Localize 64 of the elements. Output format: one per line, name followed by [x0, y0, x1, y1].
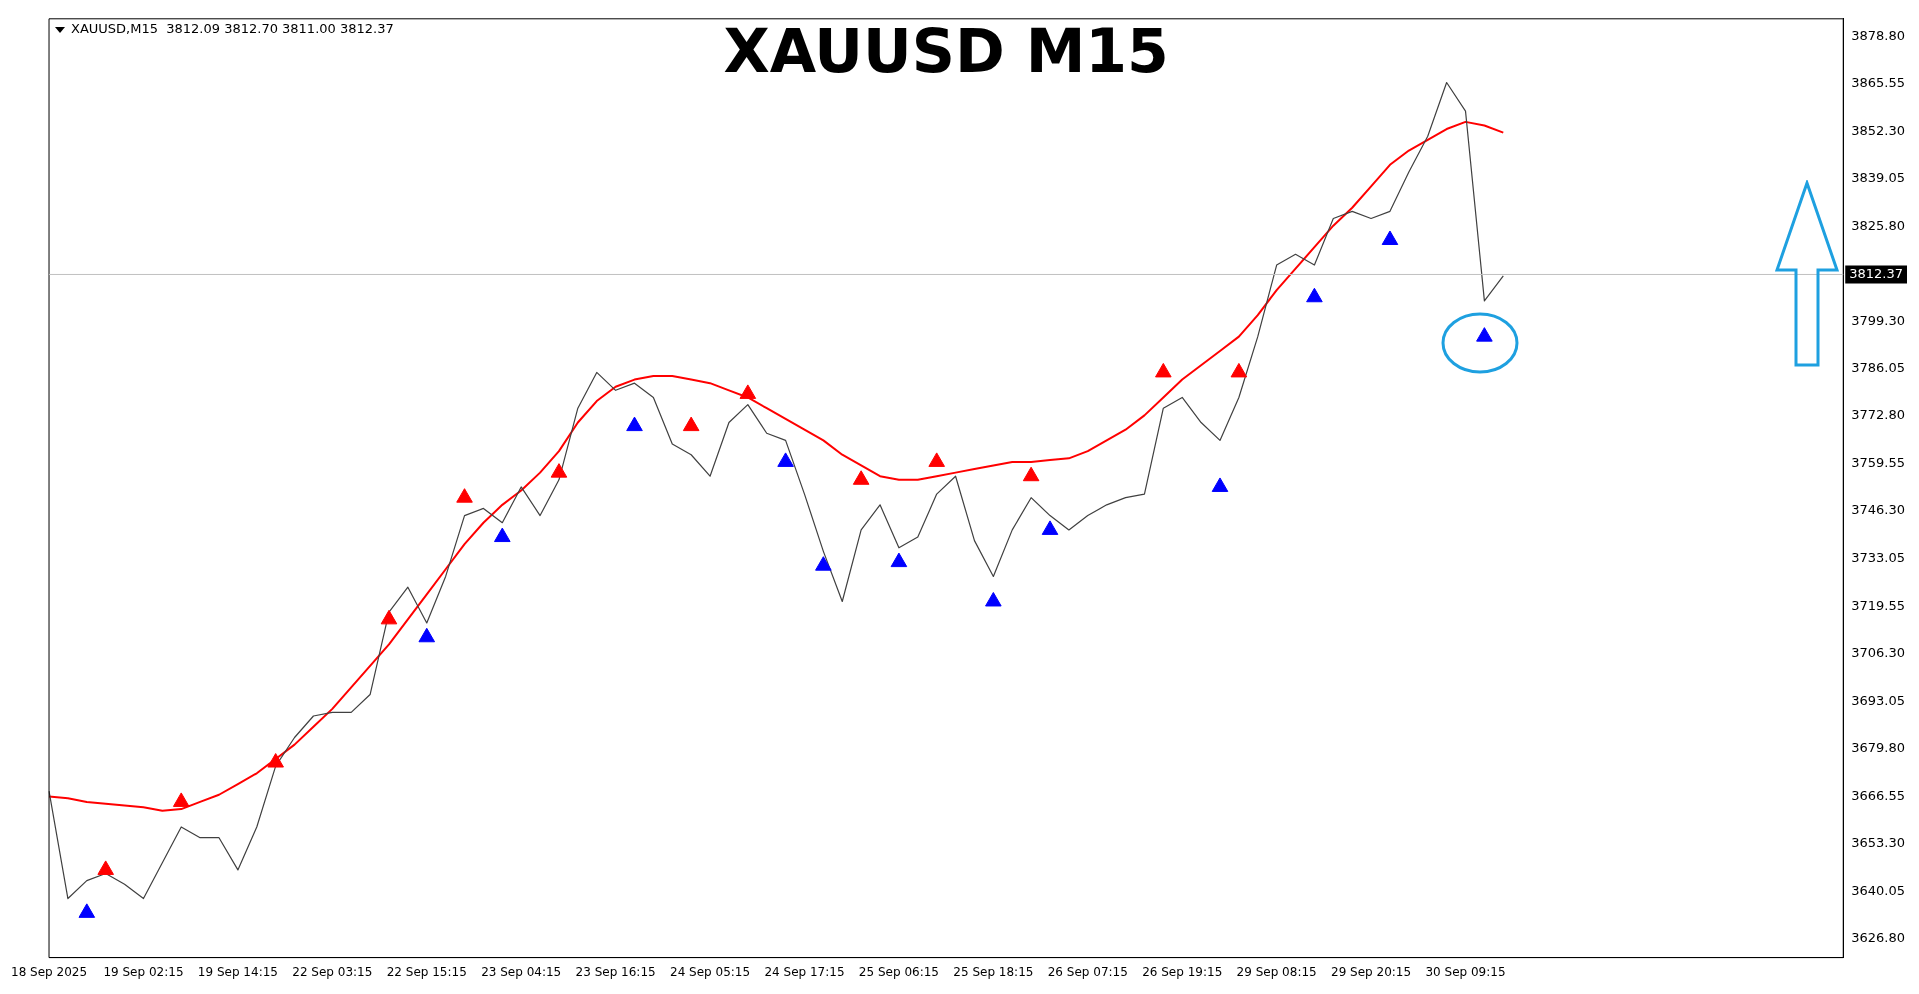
ref-line-label: 3812.37: [1849, 265, 1904, 281]
point: [380, 609, 398, 625]
y-tick-label: 3719.55: [1851, 598, 1906, 614]
point: [550, 463, 568, 478]
point: [1041, 520, 1059, 535]
y-tick-label: 3759.55: [1851, 454, 1906, 470]
point: [985, 591, 1002, 607]
point: [1476, 327, 1493, 342]
x-tick-label: 29 Sep 20:15: [1331, 964, 1412, 979]
y-tick-label: 3799.30: [1851, 312, 1906, 328]
x-tick-label: 24 Sep 17:15: [764, 964, 845, 979]
annotation: XAUUSD,M15 3812.09 3812.70 3811.00 3812.37: [71, 21, 394, 37]
point: [97, 860, 114, 875]
y-tick-label: 3865.55: [1851, 75, 1906, 91]
x-tick-label: 23 Sep 04:15: [481, 964, 562, 979]
y-tick-label: 3733.05: [1851, 549, 1906, 565]
x-tick-label: 26 Sep 19:15: [1142, 964, 1223, 979]
x-tick-label: 19 Sep 02:15: [103, 964, 184, 979]
y-tick-label: 3706.30: [1851, 645, 1906, 661]
point: [78, 903, 96, 918]
x-tick-label: 18 Sep 2025: [11, 964, 88, 979]
point: [852, 470, 870, 485]
point: [1155, 362, 1172, 378]
y-tick-label: 3839.05: [1851, 170, 1906, 186]
point: [739, 384, 757, 399]
point: [494, 527, 511, 543]
y-tick-label: 3626.80: [1851, 930, 1906, 946]
y-tick-label: 3878.80: [1851, 28, 1906, 44]
point: [890, 552, 908, 568]
point: [1211, 477, 1229, 492]
point: [928, 452, 945, 467]
x-tick-label: 24 Sep 05:15: [670, 964, 751, 979]
point: [456, 488, 473, 503]
x-tick-label: 23 Sep 16:15: [575, 964, 656, 979]
y-tick-label: 3679.80: [1851, 740, 1906, 756]
point: [418, 627, 436, 643]
y-tick-label: 3693.05: [1851, 692, 1906, 708]
x-tick-label: 25 Sep 18:15: [953, 964, 1034, 979]
point: [1306, 287, 1323, 303]
x-tick-label: 25 Sep 06:15: [858, 964, 939, 979]
y-tick-label: 3746.30: [1851, 502, 1906, 518]
point: [267, 753, 284, 768]
x-tick-label: 22 Sep 15:15: [386, 964, 467, 979]
point: [815, 556, 832, 571]
point: [777, 452, 794, 467]
point: [682, 416, 700, 432]
y-tick-label: 3852.30: [1851, 122, 1906, 138]
y-tick-label: 3825.80: [1851, 217, 1906, 233]
y-tick-label: 3653.30: [1851, 835, 1906, 851]
y-tick-label: 3772.80: [1851, 407, 1906, 423]
point: [1381, 230, 1399, 245]
x-tick-label: 22 Sep 03:15: [292, 964, 373, 979]
point: [1230, 362, 1248, 378]
point: [1022, 466, 1040, 482]
chart-title: XAUUSD M15: [723, 16, 1169, 87]
x-tick-label: 26 Sep 07:15: [1047, 964, 1128, 979]
x-tick-label: 19 Sep 14:15: [197, 964, 278, 979]
x-tick-label: 30 Sep 09:15: [1425, 964, 1506, 979]
point: [626, 416, 643, 432]
y-tick-label: 3786.05: [1851, 360, 1906, 376]
y-tick-label: 3640.05: [1851, 882, 1906, 898]
point: [172, 792, 190, 807]
x-tick-label: 29 Sep 08:15: [1236, 964, 1317, 979]
y-tick-label: 3666.55: [1851, 787, 1906, 803]
